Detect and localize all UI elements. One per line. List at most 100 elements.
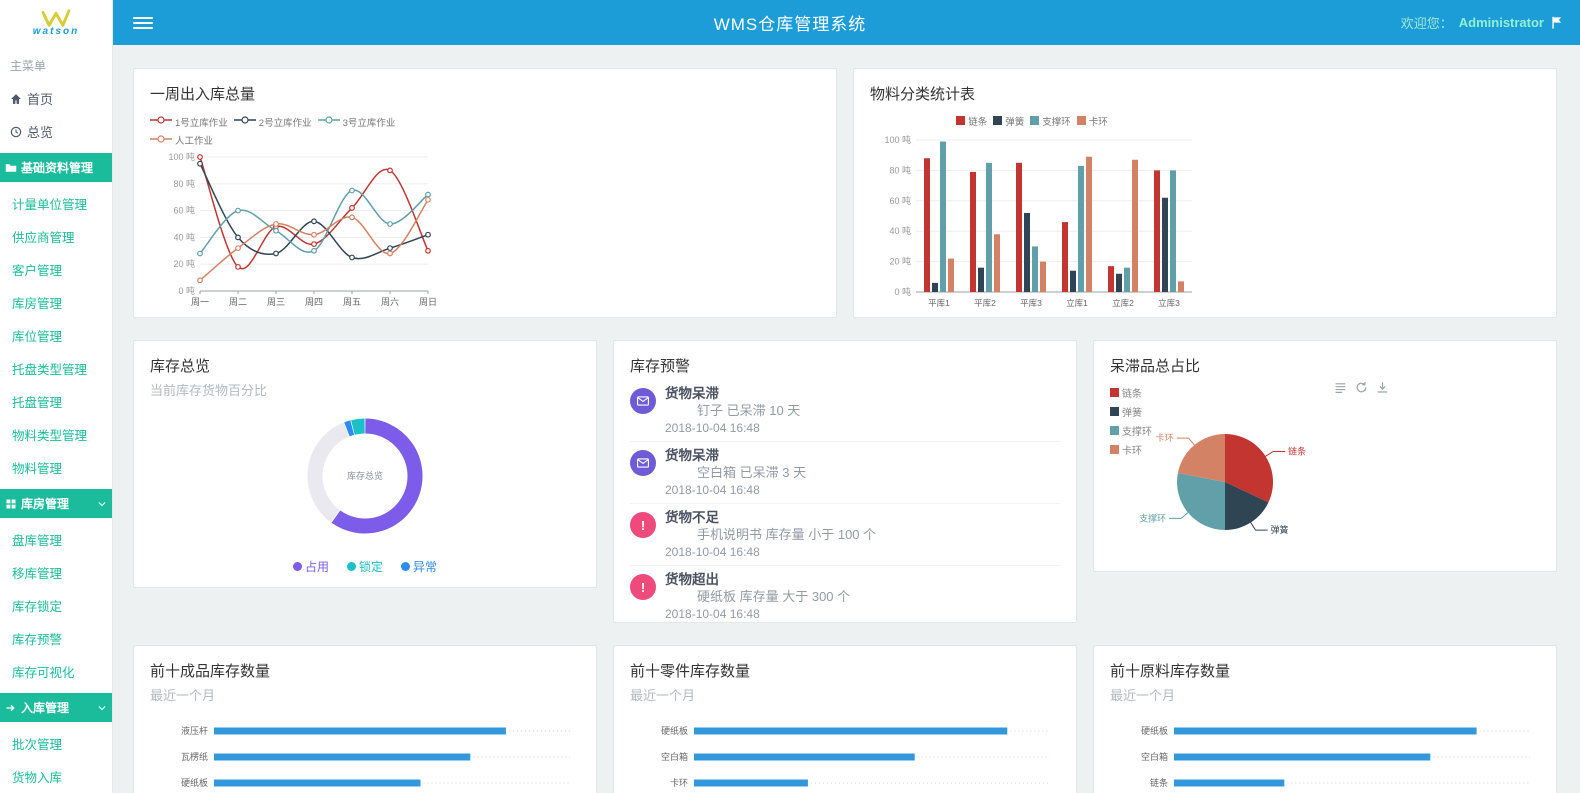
sidebar-item[interactable]: 总览	[0, 115, 112, 148]
legend-item[interactable]: 1号立库作业	[150, 115, 228, 129]
svg-text:周四: 周四	[305, 297, 323, 307]
sidebar-section[interactable]: 库房管理	[0, 489, 112, 518]
mail-icon	[630, 450, 656, 476]
data-view-icon[interactable]	[1334, 381, 1347, 394]
sidebar-subitem[interactable]: 库存可视化	[12, 666, 75, 680]
svg-text:60 吨: 60 吨	[173, 205, 195, 216]
card-subtitle: 最近一个月	[1110, 688, 1176, 703]
legend-item[interactable]: 锁定	[346, 558, 383, 575]
username[interactable]: Administrator	[1458, 15, 1544, 30]
card-title: 前十成品库存数量	[150, 663, 271, 680]
svg-text:平库1: 平库1	[928, 298, 950, 308]
sidebar-subitem[interactable]: 移库管理	[12, 567, 63, 581]
legend-item[interactable]: 支撑环	[1110, 423, 1152, 438]
svg-text:硬纸板: 硬纸板	[1141, 725, 1168, 736]
legend-label: 卡环	[1088, 116, 1108, 128]
sidebar-subitem[interactable]: 物料管理	[12, 462, 63, 476]
svg-text:100 吨: 100 吨	[168, 151, 195, 162]
svg-text:液压杆: 液压杆	[181, 725, 208, 736]
alert-detail: 空白箱 已呆滞 3 天	[697, 465, 807, 480]
sidebar-subitem[interactable]: 托盘类型管理	[12, 363, 88, 377]
sidebar-caption: 主菜单	[10, 59, 47, 73]
sidebar-subitem[interactable]: 盘库管理	[12, 534, 63, 548]
sidebar-section-label: 库房管理	[21, 497, 70, 511]
sidebar-subitem[interactable]: 计量单位管理	[12, 198, 88, 212]
alert-item: ! 货物超出 硬纸板 库存量 大于 300 个 2018-10-04 16:48	[630, 566, 1060, 622]
alert-time: 2018-10-04 16:48	[665, 421, 760, 435]
app-title: WMS仓库管理系统	[713, 15, 867, 34]
chart-legend: 1号立库作业 2号立库作业 3号立库作业人工作业	[150, 112, 440, 149]
sidebar-subitem[interactable]: 库位管理	[12, 330, 63, 344]
parts-hbar-chart: 硬纸板空白箱卡环液压杆	[630, 714, 1060, 793]
legend-swatch	[993, 116, 1003, 125]
svg-text:瓦楞纸: 瓦楞纸	[181, 751, 208, 762]
legend-item[interactable]: 链条	[1110, 385, 1152, 400]
legend-swatch	[1110, 388, 1119, 397]
card-material-stats: 物料分类统计表 链条 弹簧 支撑环 卡环 0 吨 20 吨 40 吨 60 吨 80 吨 100…	[853, 68, 1557, 318]
legend-item[interactable]: 异常	[401, 558, 437, 575]
legend-swatch	[1110, 426, 1119, 435]
legend-item[interactable]: 支撑环	[1030, 114, 1071, 128]
svg-text:60 吨: 60 吨	[889, 195, 911, 206]
sidebar-subitem[interactable]: 物料类型管理	[12, 429, 88, 443]
card-title: 一周出入库总量	[150, 86, 256, 103]
chart-legend: 占用 锁定 异常	[150, 558, 580, 576]
sidebar-subitem[interactable]: 货物入库	[12, 771, 63, 785]
legend-swatch	[1076, 116, 1086, 125]
svg-text:20 吨: 20 吨	[173, 258, 195, 269]
alert-item: ! 货物不足 手机说明书 库存量 小于 100 个 2018-10-04 16:48	[630, 504, 1060, 566]
sidebar-section[interactable]: 基础资料管理	[0, 153, 112, 182]
svg-text:立库3: 立库3	[1158, 298, 1180, 308]
legend-label: 1号立库作业	[175, 117, 228, 129]
svg-text:立库2: 立库2	[1112, 298, 1134, 308]
card-title: 前十零件库存数量	[630, 663, 751, 680]
card-top-finished-goods: 前十成品库存数量 最近一个月 液压杆瓦楞纸硬纸板空白箱	[133, 645, 597, 793]
sidebar-subitem[interactable]: 库存预警	[12, 633, 63, 647]
svg-text:周一: 周一	[191, 297, 209, 307]
card-subtitle: 最近一个月	[150, 688, 216, 703]
sidebar-item[interactable]: 首页	[0, 82, 112, 115]
welcome-label: 欢迎您：	[1400, 16, 1453, 31]
download-icon[interactable]	[1376, 381, 1389, 394]
flag-icon[interactable]	[1550, 15, 1564, 30]
overview-icon	[10, 126, 22, 138]
legend-item[interactable]: 占用	[292, 558, 329, 575]
card-subtitle: 最近一个月	[630, 688, 696, 703]
legend-item[interactable]: 卡环	[1110, 442, 1152, 457]
menu-toggle-button[interactable]	[133, 16, 153, 29]
svg-text:周日: 周日	[419, 297, 437, 307]
sidebar-subitem[interactable]: 库房管理	[12, 297, 63, 311]
legend-item[interactable]: 3号立库作业	[317, 115, 395, 129]
sidebar-subitem[interactable]: 客户管理	[12, 264, 63, 278]
legend-label: 锁定	[358, 560, 383, 574]
card-top-raw-materials: 前十原料库存数量 最近一个月 硬纸板空白箱链条弹簧	[1093, 645, 1557, 793]
refresh-icon[interactable]	[1355, 381, 1368, 394]
sidebar-subitem[interactable]: 库存锁定	[12, 600, 63, 614]
sidebar-subitem[interactable]: 托盘管理	[12, 396, 63, 410]
sidebar-section[interactable]: 入库管理	[0, 693, 112, 722]
legend-swatch	[1030, 116, 1040, 125]
legend-item[interactable]: 弹簧	[993, 114, 1024, 128]
svg-text:40 吨: 40 吨	[173, 231, 195, 242]
alert-body: 货物呆滞 钉子 已呆滞 10 天 2018-10-04 16:48	[665, 386, 800, 436]
mail-icon	[630, 388, 656, 414]
legend-line-marker	[150, 134, 172, 147]
svg-text:0 吨: 0 吨	[894, 286, 911, 297]
card-weekly-io-total: 一周出入库总量 1号立库作业 2号立库作业 3号立库作业 人工作业 0 吨 20 吨 40…	[133, 68, 837, 318]
chart-legend: 链条 弹簧 支撑环 卡环	[1110, 385, 1152, 461]
sidebar-subitem[interactable]: 批次管理	[12, 738, 63, 752]
legend-label: 卡环	[1122, 446, 1142, 457]
card-top-parts: 前十零件库存数量 最近一个月 硬纸板空白箱卡环液压杆	[613, 645, 1077, 793]
svg-text:平库3: 平库3	[1020, 298, 1042, 308]
raw-hbar-chart: 硬纸板空白箱链条弹簧	[1110, 714, 1540, 793]
legend-label: 人工作业	[175, 136, 214, 147]
card-stagnant-ratio: 呆滞品总占比 链条 弹簧 支撑环 卡环 链条 弹簧 支撑环 卡环	[1093, 340, 1557, 572]
legend-item[interactable]: 人工作业	[150, 133, 213, 147]
legend-item[interactable]: 弹簧	[1110, 404, 1152, 419]
legend-item[interactable]: 卡环	[1076, 114, 1108, 128]
sidebar-subitem[interactable]: 供应商管理	[12, 231, 75, 245]
legend-item[interactable]: 2号立库作业	[233, 115, 312, 129]
top-bar: WMS仓库管理系统 欢迎您： Administrator	[0, 0, 1580, 45]
legend-item[interactable]: 链条	[956, 114, 987, 128]
